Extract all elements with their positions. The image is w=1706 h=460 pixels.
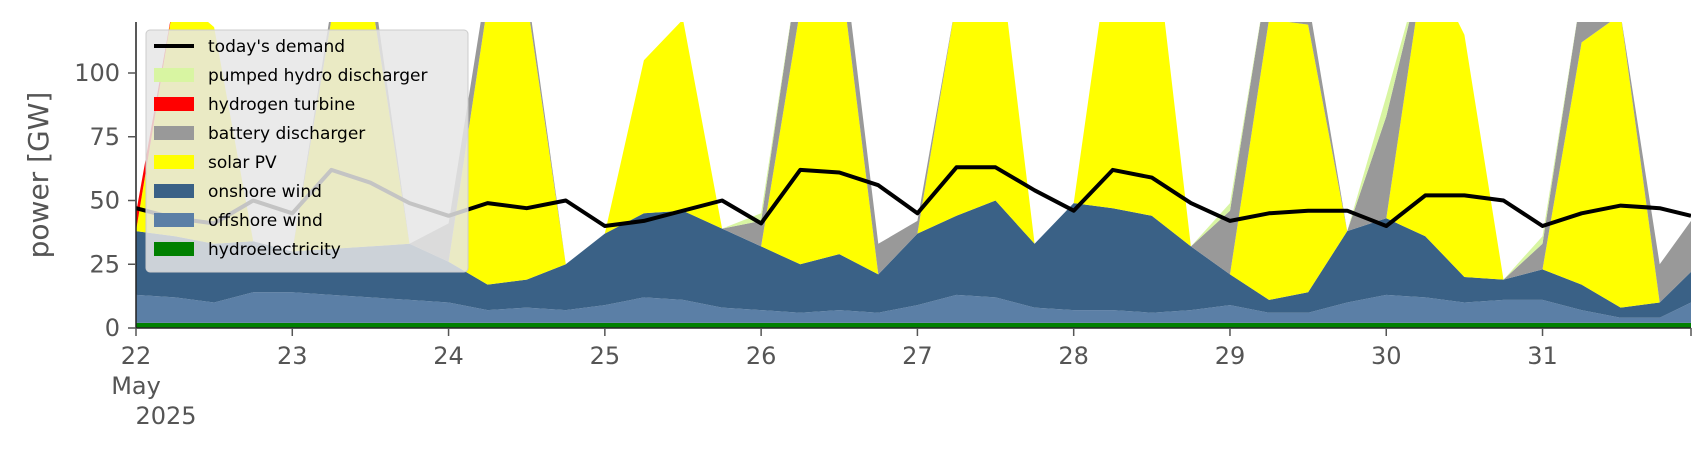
x-month-label: May (111, 372, 161, 400)
area-solar-pv (136, 22, 1691, 308)
legend: today's demand pumped hydro discharger hyd… (145, 29, 469, 273)
area-hydroelectricity (136, 322, 1691, 328)
x-tick-label: 28 (1058, 342, 1089, 370)
y-tick-label: 75 (89, 123, 120, 151)
x-year-label: 2025 (135, 402, 196, 430)
legend-swatch-hydroelectricity (154, 242, 194, 256)
x-tick-label: 29 (1215, 342, 1246, 370)
x-tick-label: 25 (590, 342, 621, 370)
area-offshore-wind (136, 292, 1691, 323)
x-tick-label: 26 (746, 342, 777, 370)
legend-label-offshore-wind: offshore wind (208, 211, 323, 231)
x-tick-label: 27 (902, 342, 933, 370)
y-tick-label: 25 (89, 250, 120, 278)
y-tick-label: 50 (89, 187, 120, 215)
area-series-group (136, 22, 1691, 328)
legend-label-onshore-wind: onshore wind (208, 182, 322, 202)
legend-swatch-hydrogen-turbine (154, 97, 194, 111)
x-tick-label: 24 (433, 342, 464, 370)
legend-swatch-onshore-wind (154, 184, 194, 198)
legend-frame (145, 29, 469, 273)
x-tick-label: 23 (277, 342, 308, 370)
x-tick-label: 31 (1527, 342, 1558, 370)
x-tick-label: 22 (121, 342, 152, 370)
area-battery-discharger (136, 22, 1691, 303)
legend-swatch-battery-discharger (154, 126, 194, 140)
x-tick-label: 30 (1371, 342, 1402, 370)
legend-swatch-solar-pv (154, 155, 194, 169)
y-axis-label: power [GW] (22, 92, 55, 259)
legend-label-today-s-demand: today's demand (208, 37, 345, 57)
y-tick-label: 100 (74, 59, 120, 87)
legend-label-hydroelectricity: hydroelectricity (208, 240, 341, 260)
legend-label-pumped-hydro-discharger: pumped hydro discharger (208, 66, 427, 86)
legend-label-battery-discharger: battery discharger (208, 124, 365, 144)
area-onshore-wind (136, 200, 1691, 318)
legend-label-hydrogen-turbine: hydrogen turbine (208, 95, 355, 115)
legend-swatch-pumped-hydro-discharger (154, 68, 194, 82)
legend-label-solar-pv: solar PV (208, 153, 277, 173)
legend-swatch-offshore-wind (154, 213, 194, 227)
y-tick-label: 0 (105, 314, 120, 342)
